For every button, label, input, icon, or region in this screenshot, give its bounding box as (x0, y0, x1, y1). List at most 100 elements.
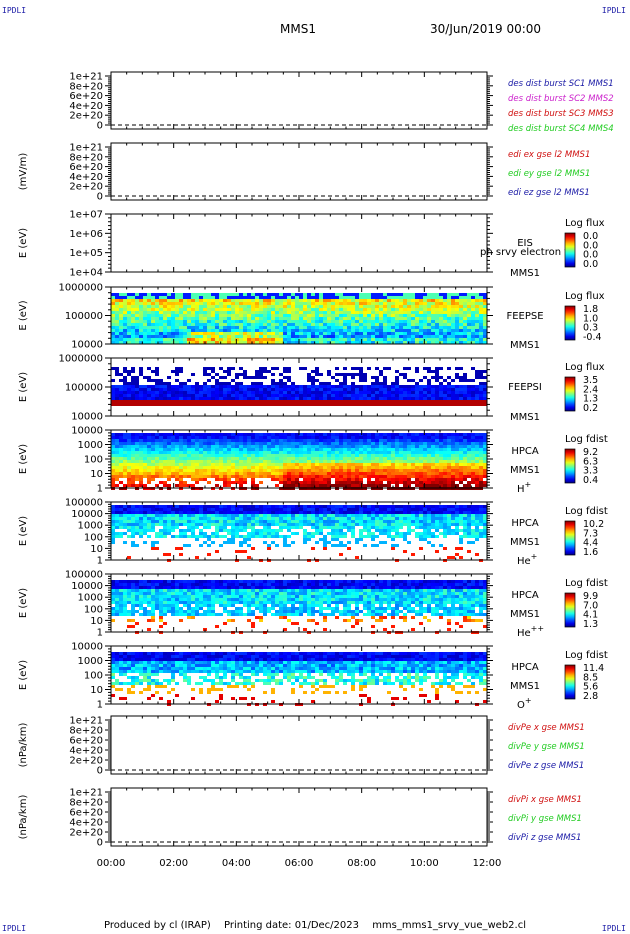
heatmap-cell (175, 394, 179, 397)
heatmap-cell (255, 397, 259, 400)
heatmap-cell (263, 466, 267, 469)
heatmap-cell (259, 466, 263, 469)
heatmap-cell (315, 457, 319, 460)
heatmap-cell (135, 385, 139, 388)
heatmap-cell (183, 341, 187, 344)
heatmap-cell (363, 317, 367, 320)
heatmap-cell (243, 311, 247, 314)
heatmap-cell (143, 293, 147, 296)
heatmap-cell (471, 305, 475, 308)
heatmap-cell (403, 439, 407, 442)
heatmap-cell (111, 451, 115, 454)
heatmap-cell (159, 523, 163, 526)
heatmap-cell (319, 341, 323, 344)
heatmap-cell (139, 469, 143, 472)
heatmap-cell (439, 376, 443, 379)
heatmap-cell (411, 332, 415, 335)
heatmap-cell (187, 326, 191, 329)
heatmap-cell (131, 320, 135, 323)
heatmap-cell (427, 332, 431, 335)
heatmap-cell (195, 478, 199, 481)
heatmap-cell (435, 311, 439, 314)
heatmap-cell (171, 311, 175, 314)
heatmap-cell (443, 302, 447, 305)
heatmap-cell (195, 293, 199, 296)
heatmap-cell (207, 329, 211, 332)
heatmap-cell (359, 454, 363, 457)
heatmap-cell (375, 308, 379, 311)
heatmap-cell (139, 463, 143, 466)
heatmap-cell (391, 463, 395, 466)
heatmap-cell (443, 308, 447, 311)
heatmap-cell (167, 445, 171, 448)
heatmap-cell (239, 391, 243, 394)
heatmap-cell (439, 335, 443, 338)
heatmap-cell (175, 403, 179, 406)
heatmap-cell (299, 317, 303, 320)
heatmap-cell (335, 326, 339, 329)
heatmap-cell (403, 293, 407, 296)
heatmap-cell (291, 302, 295, 305)
heatmap-cell (447, 484, 451, 487)
heatmap-cell (323, 338, 327, 341)
heatmap-cell (415, 397, 419, 400)
heatmap-cell (335, 320, 339, 323)
heatmap-cell (315, 341, 319, 344)
heatmap-cell (335, 469, 339, 472)
heatmap-cell (299, 454, 303, 457)
heatmap-cell (451, 293, 455, 296)
heatmap-cell (483, 296, 487, 299)
heatmap-cell (131, 335, 135, 338)
heatmap-cell (403, 385, 407, 388)
heatmap-cell (207, 463, 211, 466)
heatmap-cell (171, 338, 175, 341)
heatmap-cell (135, 326, 139, 329)
heatmap-cell (435, 457, 439, 460)
heatmap-cell (339, 397, 343, 400)
heatmap-cell (331, 463, 335, 466)
heatmap-cell (475, 293, 479, 296)
heatmap-cell (167, 308, 171, 311)
heatmap-cell (387, 391, 391, 394)
heatmap-cell (123, 329, 127, 332)
heatmap-cell (139, 308, 143, 311)
heatmap-cell (231, 391, 235, 394)
heatmap-cell (463, 466, 467, 469)
heatmap-cell (259, 314, 263, 317)
heatmap-cell (131, 448, 135, 451)
heatmap-cell (355, 472, 359, 475)
heatmap-cell (231, 403, 235, 406)
heatmap-cell (359, 302, 363, 305)
heatmap-cell (467, 391, 471, 394)
heatmap-cell (123, 466, 127, 469)
heatmap-cell (219, 454, 223, 457)
heatmap-cell (327, 397, 331, 400)
heatmap-cell (219, 326, 223, 329)
heatmap-cell (315, 451, 319, 454)
heatmap-cell (359, 305, 363, 308)
heatmap-cell (203, 445, 207, 448)
heatmap-cell (147, 454, 151, 457)
heatmap-cell (459, 317, 463, 320)
heatmap-cell (435, 481, 439, 484)
heatmap-cell (371, 397, 375, 400)
heatmap-cell (119, 296, 123, 299)
heatmap-cell (339, 326, 343, 329)
heatmap-cell (187, 469, 191, 472)
heatmap-cell (203, 397, 207, 400)
heatmap-cell (139, 326, 143, 329)
heatmap-cell (347, 460, 351, 463)
heatmap-cell (207, 335, 211, 338)
heatmap-cell (391, 338, 395, 341)
heatmap-cell (267, 403, 271, 406)
heatmap-cell (151, 394, 155, 397)
heatmap-cell (287, 400, 291, 403)
heatmap-cell (419, 388, 423, 391)
heatmap-cell (403, 457, 407, 460)
heatmap-cell (451, 442, 455, 445)
heatmap-cell (483, 397, 487, 400)
heatmap-cell (403, 403, 407, 406)
heatmap-cell (335, 475, 339, 478)
heatmap-cell (267, 391, 271, 394)
heatmap-cell (351, 338, 355, 341)
